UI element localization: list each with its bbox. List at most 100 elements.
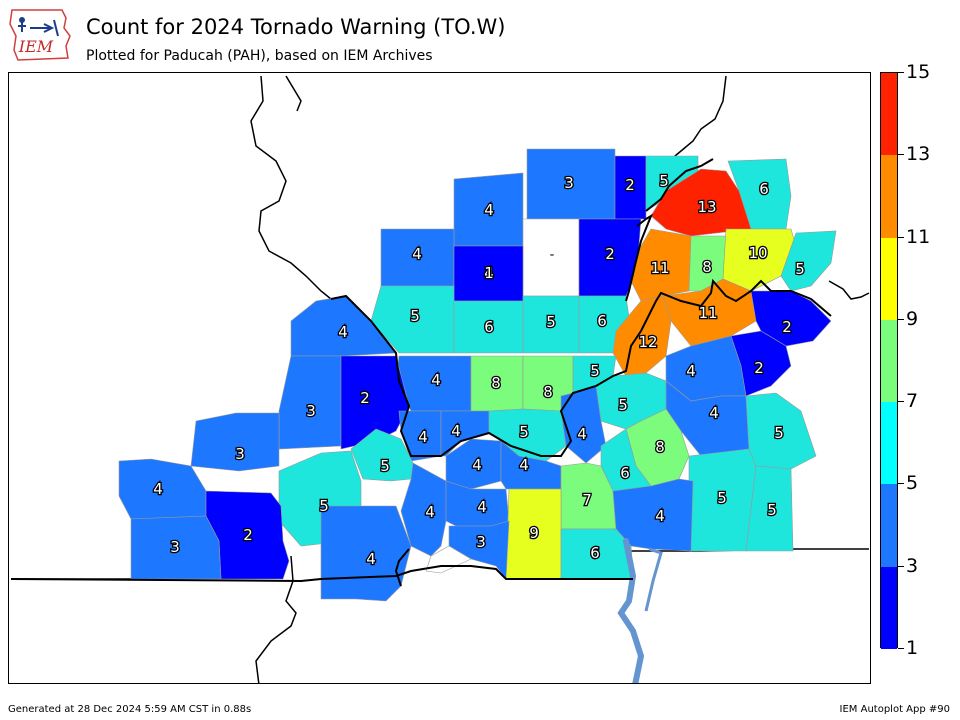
colorbar-tick-label: 5 <box>906 472 919 495</box>
county-count-label: 6 <box>590 544 600 562</box>
county-count-label: 5 <box>767 501 777 519</box>
county-count-label: - <box>445 559 450 574</box>
county-count-label: 4 <box>338 323 348 341</box>
colorbar-tick <box>898 72 904 73</box>
county-count-label: 5 <box>590 362 600 380</box>
river-line <box>644 547 663 612</box>
county-shape <box>370 285 455 354</box>
county-count-label: 11 <box>650 259 669 277</box>
colorbar-tick <box>898 648 904 649</box>
county-count-label: 3 <box>235 445 245 463</box>
county-count-label: 5 <box>659 172 669 190</box>
county-count-label: 4 <box>472 456 482 474</box>
county-count-label: 5 <box>546 313 556 331</box>
county-count-label: 2 <box>782 318 792 336</box>
county-count-label: 5 <box>410 307 420 325</box>
county-count-label: 5 <box>795 260 805 278</box>
county-count-label: 8 <box>543 383 553 401</box>
colorbar-segment <box>881 402 897 485</box>
colorbar-segment <box>881 484 897 567</box>
county-count-label: 4 <box>484 201 494 219</box>
county-count-label: 5 <box>319 497 329 515</box>
county-count-label: 3 <box>564 174 574 192</box>
county-shape <box>745 465 794 552</box>
county-count-label: 5 <box>618 396 628 414</box>
county-count-label: 2 <box>605 245 615 263</box>
county-count-label: 2 <box>360 389 370 407</box>
county-count-label: 6 <box>620 464 630 482</box>
county-count-label: 4 <box>366 550 376 568</box>
county-count-label: 5 <box>380 457 390 475</box>
county-count-label: 7 <box>582 491 592 509</box>
logo-text: IEM <box>18 37 54 56</box>
county-count-label: 4 <box>519 456 529 474</box>
county-shape <box>278 355 342 450</box>
iem-logo: IEM <box>8 6 76 64</box>
county-count-label: 3 <box>306 402 316 420</box>
county-count-label: 6 <box>484 318 494 336</box>
colorbar-tick-label: 15 <box>906 61 931 83</box>
county-count-label: 4 <box>418 428 428 446</box>
county-count-label: 3 <box>170 538 180 556</box>
county-count-label: 12 <box>638 333 657 351</box>
county-count-label: 4 <box>477 498 487 516</box>
county-count-label: 10 <box>748 244 767 262</box>
colorbar-tick-label: 3 <box>906 554 919 577</box>
page-subtitle: Plotted for Paducah (PAH), based on IEM … <box>86 48 433 64</box>
county-shape <box>400 462 447 557</box>
colorbar-tick <box>898 236 904 238</box>
county-count-label: 6 <box>597 312 607 330</box>
county-shape <box>398 410 442 462</box>
colorbar-segment <box>881 237 897 320</box>
county-count-label: 4 <box>484 264 494 282</box>
county-count-label: 6 <box>759 180 769 198</box>
state-lines <box>10 158 832 587</box>
river-line <box>617 538 645 688</box>
county-count-label: 2 <box>243 526 253 544</box>
county-count-label: 4 <box>655 507 665 525</box>
colorbar-tick <box>898 401 904 403</box>
county-count-label: 8 <box>491 374 501 392</box>
colorbar-tick <box>898 154 904 156</box>
colorbar-segment <box>881 73 897 156</box>
county-count-label: 5 <box>717 489 727 507</box>
colorbar-tick-label: 9 <box>906 307 919 330</box>
county-shape <box>130 515 222 580</box>
county-count-label: 4 <box>425 503 435 521</box>
county-count-label: 3 <box>476 533 486 551</box>
county-count-label: 4 <box>412 245 422 263</box>
map-frame: 4 3 2 5 6 4-2 4 1 13 11 8 10 5 5 6 5 6 11 2 4 12 2 4 8 8 5 4 3 2 5 4 5 3… <box>8 72 871 688</box>
county-count-label: 11 <box>698 304 717 322</box>
county-count-label: 4 <box>577 425 587 443</box>
colorbar-tick-label: 11 <box>906 225 931 248</box>
county-count-label: 1 <box>484 264 494 282</box>
county-count-label: 5 <box>519 423 529 441</box>
county-shape <box>780 230 837 292</box>
county-count-label: 8 <box>702 258 712 276</box>
colorbar-tick-label: 13 <box>906 143 931 166</box>
colorbar-segment <box>881 155 897 238</box>
colorbar-tick-label: 1 <box>906 637 919 659</box>
county-count-label: 4 <box>451 422 461 440</box>
colorbar-tick <box>898 565 904 567</box>
county-count-label: 6 <box>590 544 600 562</box>
colorbar-segment <box>881 566 897 649</box>
colorbar-segment <box>881 319 897 403</box>
county-count-label: 4 <box>431 371 441 389</box>
county-count-label: - <box>550 248 555 263</box>
county-count-label: 2 <box>625 176 635 194</box>
colorbar-tick <box>898 483 904 485</box>
county-count-label: 9 <box>529 524 539 542</box>
county-count-label: 13 <box>697 198 716 216</box>
colorbar-tick <box>898 318 904 320</box>
county-count-label: 4 <box>686 362 696 380</box>
app-credit: IEM Autoplot App #90 <box>839 704 950 715</box>
county-count-label: 4 <box>153 480 163 498</box>
generated-timestamp: Generated at 28 Dec 2024 5:59 AM CST in … <box>8 704 252 715</box>
page-title: Count for 2024 Tornado Warning (TO.W) <box>86 15 506 39</box>
county-count-label: 2 <box>754 359 764 377</box>
colorbar-tick-label: 7 <box>906 390 919 413</box>
county-count-label: 8 <box>655 438 665 456</box>
